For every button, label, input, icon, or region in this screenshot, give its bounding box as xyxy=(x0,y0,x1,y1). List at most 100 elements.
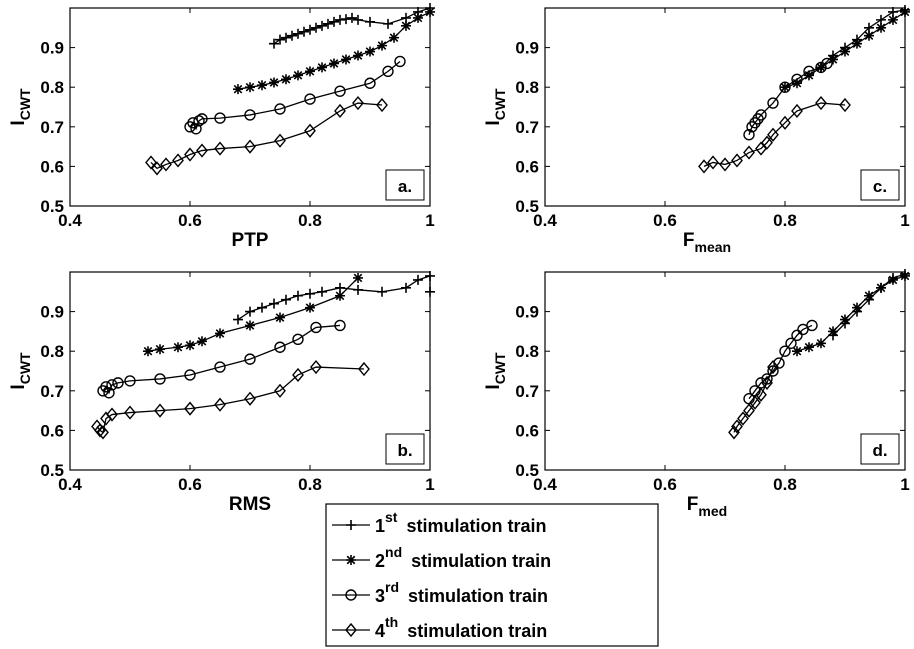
data-point xyxy=(274,103,286,115)
data-point xyxy=(352,95,364,111)
x-tick-label: 0.6 xyxy=(653,475,677,494)
data-point xyxy=(281,74,291,85)
data-point xyxy=(112,377,124,389)
y-tick-label: 0.9 xyxy=(40,303,64,322)
data-point xyxy=(304,93,316,105)
data-point xyxy=(341,14,351,25)
data-point xyxy=(275,34,285,45)
chart-panel-c: 0.4 0.6 0.8 1 0.5 0.6 0.7 0.8 0.9 ICWT Fmean c. xyxy=(483,4,910,255)
data-point xyxy=(767,365,779,377)
data-point xyxy=(791,329,803,342)
legend-marker xyxy=(346,520,356,530)
data-point xyxy=(815,61,827,74)
y-tick-label: 0.9 xyxy=(515,39,539,58)
data-point xyxy=(329,16,339,27)
legend-ordinal: 2 xyxy=(375,551,385,571)
series-2 xyxy=(143,272,363,357)
y-tick-label: 0.7 xyxy=(515,382,539,401)
legend-label: 4th stimulation train xyxy=(375,614,547,641)
data-point xyxy=(269,38,279,49)
x-tick-label: 0.8 xyxy=(773,475,797,494)
legend-ordinal-suffix: st xyxy=(385,509,398,525)
data-point xyxy=(172,153,184,168)
series-4 xyxy=(728,359,779,440)
panel-label: c. xyxy=(873,177,887,196)
data-point xyxy=(305,66,315,77)
data-point xyxy=(364,77,376,89)
x-tick-label: 0.4 xyxy=(533,475,557,494)
legend-item-1: 1st stimulation train xyxy=(332,509,546,536)
y-tick-label: 0.5 xyxy=(515,461,539,480)
data-point xyxy=(215,328,225,339)
series-line xyxy=(733,366,774,433)
data-point xyxy=(876,282,886,293)
data-point xyxy=(792,78,802,89)
series-line xyxy=(102,324,341,395)
data-point xyxy=(864,290,874,301)
panel-label: b. xyxy=(397,441,412,460)
plot-frame xyxy=(544,7,906,207)
data-point xyxy=(698,159,710,174)
y-tick-label: 0.6 xyxy=(40,157,64,176)
series-3 xyxy=(743,57,833,141)
data-point xyxy=(353,284,363,295)
data-point xyxy=(401,20,411,31)
data-point xyxy=(358,361,370,377)
data-point xyxy=(274,133,286,148)
data-point xyxy=(779,345,791,357)
y-tick-label: 0.8 xyxy=(515,78,539,97)
y-axis-label: ICWT xyxy=(8,352,33,390)
y-axis-label-main: I xyxy=(8,384,29,389)
data-point xyxy=(311,22,321,33)
data-point xyxy=(852,302,862,313)
y-tick-label: 0.5 xyxy=(40,197,64,216)
data-point xyxy=(377,286,387,297)
data-point xyxy=(103,387,115,399)
data-point xyxy=(184,401,196,416)
data-point xyxy=(196,143,208,158)
data-point xyxy=(785,337,797,349)
data-point xyxy=(779,115,791,130)
x-tick-label: 0.6 xyxy=(653,211,677,230)
data-point xyxy=(365,16,375,27)
data-point xyxy=(244,109,256,121)
data-point xyxy=(245,306,255,317)
data-point xyxy=(876,22,886,33)
data-point xyxy=(269,77,279,88)
data-point xyxy=(193,115,205,127)
data-point xyxy=(106,379,118,391)
data-point xyxy=(106,407,118,422)
y-tick-label: 0.9 xyxy=(40,39,64,58)
x-axis-label: RMS xyxy=(229,494,271,515)
data-point xyxy=(317,286,327,297)
x-axis-label-main: RMS xyxy=(229,494,271,515)
data-point xyxy=(143,346,153,357)
data-point xyxy=(413,274,423,285)
data-point xyxy=(816,338,826,349)
data-point xyxy=(383,18,393,29)
data-point xyxy=(184,147,196,162)
x-tick-label: 0.8 xyxy=(298,475,322,494)
series-3 xyxy=(184,55,406,135)
series-line xyxy=(796,275,906,352)
y-axis-label: ICWT xyxy=(483,352,508,390)
x-tick-label: 1 xyxy=(900,475,909,494)
data-point xyxy=(184,369,196,381)
data-point xyxy=(154,373,166,385)
series-line xyxy=(150,102,383,170)
panel-label-box xyxy=(860,169,900,201)
data-point xyxy=(888,274,898,285)
data-point xyxy=(305,302,315,313)
x-tick-label: 0.8 xyxy=(298,211,322,230)
data-point xyxy=(244,139,256,154)
y-tick-label: 0.6 xyxy=(40,421,64,440)
data-point xyxy=(389,32,399,43)
data-point xyxy=(839,97,851,113)
x-tick-label: 1 xyxy=(425,475,434,494)
data-point xyxy=(97,425,109,440)
data-point xyxy=(317,62,327,73)
x-tick-label: 1 xyxy=(900,211,909,230)
data-point xyxy=(244,391,256,406)
plot-frame xyxy=(69,271,431,471)
data-point xyxy=(124,375,136,387)
